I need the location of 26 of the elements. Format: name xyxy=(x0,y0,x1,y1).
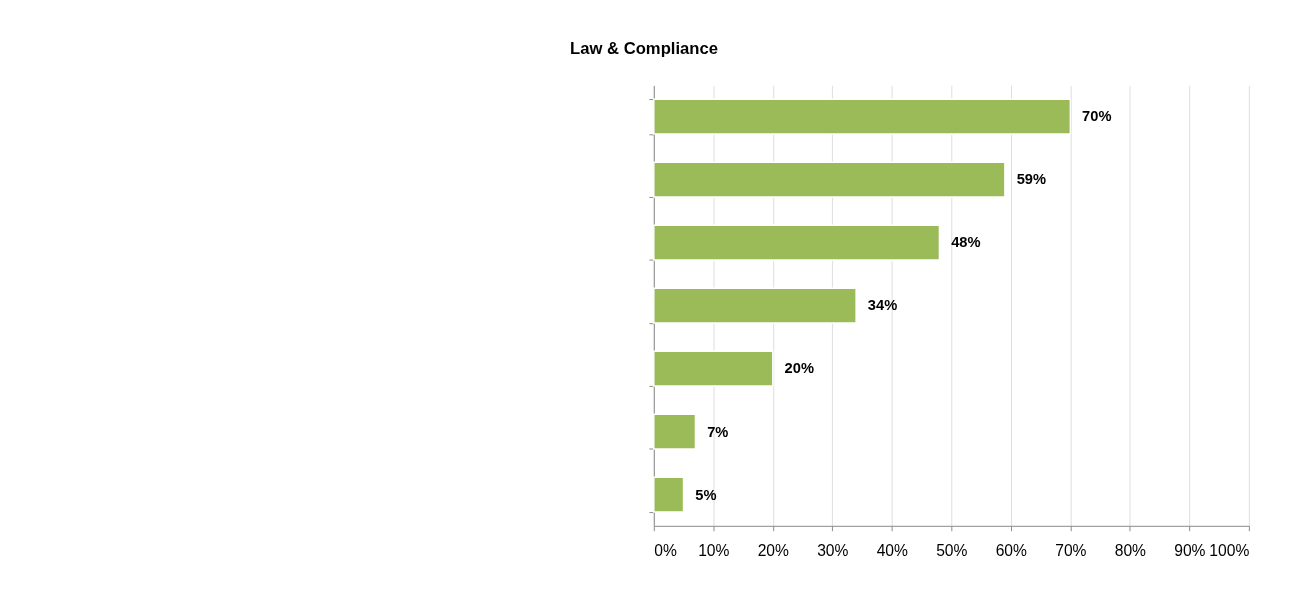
chart-title: Law & Compliance xyxy=(570,39,718,59)
bar xyxy=(653,98,1072,135)
bar xyxy=(653,161,1006,198)
x-tick-label: 40% xyxy=(876,541,909,559)
bar xyxy=(653,350,774,387)
x-tick-label: 80% xyxy=(1114,541,1147,559)
x-tick-label: 100% xyxy=(1209,541,1250,559)
x-tick-label: 60% xyxy=(995,541,1028,559)
x-tick-label: 70% xyxy=(1055,541,1087,559)
bar xyxy=(653,476,685,513)
data-label: 5% xyxy=(695,486,717,503)
bar xyxy=(653,287,857,324)
data-label: 7% xyxy=(707,423,729,440)
bar xyxy=(653,224,941,261)
x-tick-label: 50% xyxy=(936,541,968,559)
data-label: 48% xyxy=(951,234,981,251)
data-label: 20% xyxy=(784,360,814,377)
x-tick-label: 10% xyxy=(698,541,730,559)
data-label: 34% xyxy=(867,297,898,314)
x-tick-label: 90% xyxy=(1174,541,1206,559)
data-label: 70% xyxy=(1082,108,1112,125)
x-tick-label: 0% xyxy=(654,541,677,559)
bar xyxy=(653,413,697,450)
x-tick-label: 20% xyxy=(757,541,790,559)
data-label: 59% xyxy=(1016,171,1047,188)
x-tick-label: 30% xyxy=(817,541,849,559)
